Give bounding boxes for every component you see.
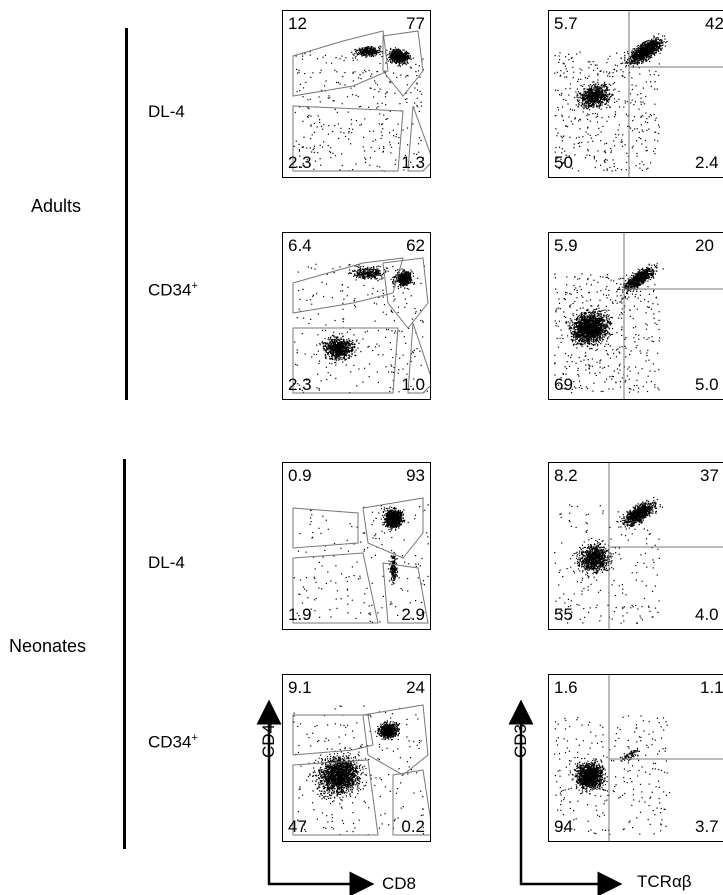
plot-neonates-cd34-cd3-tcr: 1.6 1.1 94 3.7 (548, 674, 723, 842)
quadrant-value-bottom-right: 2.9 (401, 605, 425, 624)
condition-label-text: CD34 (148, 732, 192, 752)
quadrant-value-bottom-right: 3.7 (695, 817, 719, 836)
quadrant-value-top-left: 12 (288, 14, 307, 33)
quadrant-value-top-left: 6.4 (288, 236, 312, 255)
condition-label-adults-dl4: DL-4 (148, 102, 185, 121)
scatter-plot (554, 675, 723, 841)
quadrant-value-top-left: 8.2 (554, 466, 578, 485)
quadrant-value-bottom-right: 1.3 (401, 153, 425, 172)
plot-neonates-cd34-cd4-cd8: 9.1 24 47 0.2 (282, 674, 431, 842)
y-axis-label-cd3: CD3 (511, 723, 530, 758)
plot-neonates-dl4-cd3-tcr: 8.2 37 55 4.0 (548, 462, 723, 630)
quadrant-value-bottom-left: 50 (554, 153, 573, 172)
scatter-plot (554, 463, 723, 629)
quadrant-value-top-right: 62 (406, 236, 425, 255)
quadrant-value-bottom-left: 2.3 (288, 153, 312, 172)
quadrant-value-bottom-left: 94 (554, 817, 573, 836)
quadrant-value-top-left: 0.9 (288, 466, 312, 485)
quadrant-value-top-left: 5.9 (554, 236, 578, 255)
condition-label-neonates-dl4: DL-4 (148, 553, 185, 572)
quadrant-value-bottom-right: 0.2 (401, 817, 425, 836)
quadrant-value-top-left: 5.7 (554, 14, 578, 33)
quadrant-value-top-left: 9.1 (288, 678, 312, 697)
x-axis-label-cd8: CD8 (382, 874, 417, 893)
group-bracket-neonates (123, 459, 126, 849)
condition-label-text: CD34 (148, 280, 192, 300)
scatter-plot (292, 257, 430, 394)
quadrant-value-top-right: 20 (695, 236, 714, 255)
quadrant-value-top-left: 1.6 (554, 678, 578, 697)
quadrant-value-bottom-left: 1.9 (288, 605, 312, 624)
y-axis-label-cd4: CD4 (259, 723, 278, 758)
group-label-neonates: Neonates (9, 636, 87, 656)
scatter-plot (554, 11, 723, 177)
scatter-plot (292, 497, 429, 624)
condition-label-adults-cd34: CD34+ (148, 280, 198, 300)
scatter-plot (554, 233, 723, 399)
quadrant-value-top-right: 93 (406, 466, 425, 485)
plot-adults-cd34-cd3-tcr: 5.9 20 69 5.0 (548, 232, 723, 400)
plot-adults-dl4-cd4-cd8: 12 77 2.3 1.3 (282, 10, 431, 178)
quadrant-value-bottom-right: 4.0 (695, 605, 719, 624)
quadrant-value-bottom-left: 47 (288, 817, 307, 836)
quadrant-value-bottom-left: 2.3 (288, 375, 312, 394)
quadrant-value-bottom-right: 2.4 (695, 153, 719, 172)
condition-label-neonates-cd34: CD34+ (148, 732, 198, 752)
group-label-adults: Adults (31, 196, 82, 216)
scatter-plot (292, 30, 430, 172)
scatter-plot (292, 704, 430, 836)
plot-neonates-dl4-cd4-cd8: 0.9 93 1.9 2.9 (282, 462, 431, 630)
plot-adults-cd34-cd4-cd8: 6.4 62 2.3 1.0 (282, 232, 431, 400)
quadrant-value-bottom-left: 55 (554, 605, 573, 624)
quadrant-value-top-right: 37 (700, 466, 719, 485)
quadrant-value-bottom-left: 69 (554, 375, 573, 394)
quadrant-value-top-right: 77 (406, 14, 425, 33)
group-bracket-adults (125, 28, 128, 400)
quadrant-value-bottom-right: 1.0 (401, 375, 425, 394)
plot-adults-dl4-cd3-tcr: 5.7 42 50 2.4 (548, 10, 723, 178)
quadrant-value-top-right: 24 (406, 678, 425, 697)
x-axis-label-tcr: TCRαβ (637, 872, 692, 891)
quadrant-value-top-right: 1.1 (700, 678, 723, 697)
quadrant-value-top-right: 42 (705, 14, 723, 33)
quadrant-value-bottom-right: 5.0 (695, 375, 719, 394)
